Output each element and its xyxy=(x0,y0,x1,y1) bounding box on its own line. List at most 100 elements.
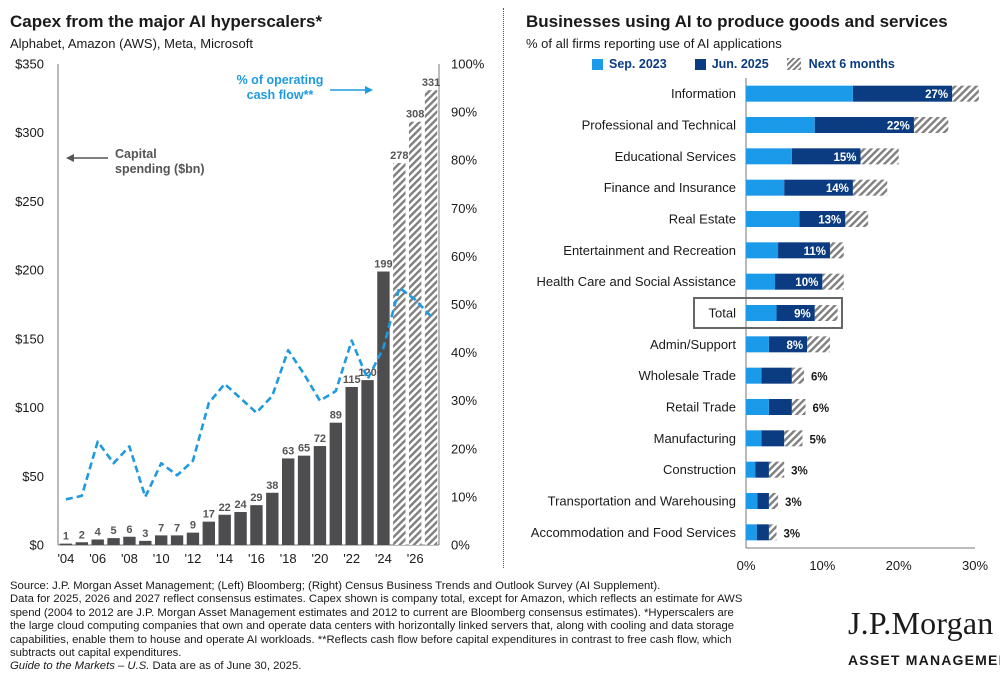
capex-bar xyxy=(139,540,152,545)
capex-data-label: 6 xyxy=(126,524,132,536)
legend-swatch-next6 xyxy=(786,58,801,70)
jpmorgan-logo: J.P.Morgan xyxy=(848,605,994,641)
right-chart-title: Businesses using AI to produce goods and… xyxy=(526,12,948,31)
capex-data-label: 63 xyxy=(282,445,294,457)
y-right-tick-label: 60% xyxy=(451,249,477,264)
x-tick-label: '10 xyxy=(153,551,170,566)
capex-bar xyxy=(75,542,89,545)
y-right-tick-label: 70% xyxy=(451,201,477,216)
bar-data-label: 22% xyxy=(887,121,910,133)
bar-sep-2023 xyxy=(746,461,756,478)
bar-data-label: 3% xyxy=(785,497,802,509)
x-tick-label: '14 xyxy=(216,551,233,566)
footnote-line: spend (2004 to 2012 are J.P. Morgan Asse… xyxy=(10,606,734,619)
bar-sep-2023 xyxy=(746,524,757,541)
bar-next-6-months xyxy=(791,399,806,415)
capex-bar-estimate xyxy=(408,121,422,545)
capex-data-label: 5 xyxy=(111,525,117,537)
category-label: Accommodation and Food Services xyxy=(531,525,737,540)
left-chart-title: Capex from the major AI hyperscalers* xyxy=(10,12,323,31)
y-left-tick-label: $300 xyxy=(15,125,44,140)
bar-data-label: 6% xyxy=(811,372,828,384)
bar-next-6-months xyxy=(791,367,805,384)
bar-sep-2023 xyxy=(746,211,800,227)
bar-data-label: 3% xyxy=(791,466,808,478)
bar-jun-2025 xyxy=(756,524,769,541)
category-label: Total xyxy=(709,306,737,321)
category-label: Information xyxy=(671,86,736,101)
capex-bar xyxy=(297,455,311,545)
arrow-right-icon xyxy=(330,86,373,94)
capex-data-label: 4 xyxy=(95,527,102,539)
y-right-tick-label: 50% xyxy=(451,297,477,312)
x-tick-label: '16 xyxy=(248,551,265,566)
capex-data-label: 7 xyxy=(174,522,180,534)
capex-data-label: 38 xyxy=(266,480,278,492)
y-left-tick-label: $0 xyxy=(30,538,44,553)
x-tick-label: '04 xyxy=(57,551,74,566)
y-right-tick-label: 0% xyxy=(451,538,470,553)
bar-next-6-months xyxy=(814,305,838,321)
capex-data-label: 22 xyxy=(219,502,231,514)
capex-data-label: 1 xyxy=(63,531,69,543)
legend-swatch-sep2023 xyxy=(592,58,603,70)
footnote: Source: J.P. Morgan Asset Management; (L… xyxy=(10,580,840,674)
bar-next-6-months xyxy=(768,461,785,478)
bar-sep-2023 xyxy=(746,148,792,165)
legend: Sep. 2023 Jun. 2025 Next 6 months xyxy=(592,57,895,71)
bar-next-6-months xyxy=(952,85,979,102)
bar-next-6-months xyxy=(784,430,803,447)
bar-data-label: 8% xyxy=(786,340,803,352)
category-label: Health Care and Social Assistance xyxy=(537,274,736,289)
bar-sep-2023 xyxy=(746,493,758,509)
bar-data-label: 14% xyxy=(826,183,849,195)
footnote-line: capabilities, enable them to house and o… xyxy=(10,633,732,646)
bar-sep-2023 xyxy=(746,399,769,415)
capex-bar xyxy=(59,543,73,545)
bar-data-label: 9% xyxy=(794,309,811,321)
bar-jun-2025 xyxy=(775,273,823,290)
bar-next-6-months xyxy=(807,336,830,353)
capex-bar xyxy=(107,538,120,545)
capex-bar xyxy=(170,535,184,545)
capex-data-label: 9 xyxy=(190,520,196,532)
y-right-tick-label: 20% xyxy=(451,441,477,456)
capex-bar-estimate xyxy=(393,162,406,545)
asset-management-logo-text: ASSET MANAGEMENT xyxy=(848,652,1000,668)
capex-bar xyxy=(281,458,295,545)
capex-axes: $0 $50 $100 $150 $200 $250 $300 $350 0% 10% 20% 30%… xyxy=(15,57,485,567)
bar-next-6-months xyxy=(768,524,777,541)
bar-data-label: 13% xyxy=(818,215,841,227)
bar-next-6-months xyxy=(822,273,844,290)
footnote-line: Data for 2025, 2026 and 2027 reflect con… xyxy=(10,593,743,606)
capex-bar xyxy=(186,532,200,545)
bar-sep-2023 xyxy=(746,367,762,384)
footnote-line: the large cloud computing companies that… xyxy=(10,620,735,633)
bar-sep-2023 xyxy=(746,85,853,102)
x-tick-label: 10% xyxy=(809,558,835,573)
ai-usage-bars: 27% 22% 15% 14% 13% 11% 10% 9% 8% 6% 6% 5% 3% 3% 3% xyxy=(746,85,979,541)
bar-jun-2025 xyxy=(814,117,914,133)
capex-data-label: 65 xyxy=(298,443,310,455)
capex-data-label: 17 xyxy=(203,509,215,521)
capex-bar xyxy=(91,539,104,545)
bar-sep-2023 xyxy=(746,117,815,133)
cash-flow-line xyxy=(65,286,433,501)
bar-sep-2023 xyxy=(746,179,785,196)
y-right-tick-label: 100% xyxy=(451,57,485,72)
legend-label-jun2025: Jun. 2025 xyxy=(711,57,769,71)
capex-data-label: 199 xyxy=(374,259,392,271)
bar-next-6-months xyxy=(829,242,844,259)
y-left-tick-label: $200 xyxy=(15,263,44,278)
x-tick-label: 20% xyxy=(886,558,912,573)
bar-data-label: 6% xyxy=(813,403,830,415)
bar-sep-2023 xyxy=(746,242,779,259)
x-tick-label: '20 xyxy=(311,551,328,566)
x-tick-label: '18 xyxy=(280,551,297,566)
bar-jun-2025 xyxy=(852,85,953,102)
ai-usage-chart: 0% 10% 20% 30% Information Professional and T… xyxy=(531,78,988,573)
bar-next-6-months xyxy=(852,179,888,196)
capex-bar xyxy=(202,521,216,545)
legend-label-next6: Next 6 months xyxy=(808,57,895,71)
